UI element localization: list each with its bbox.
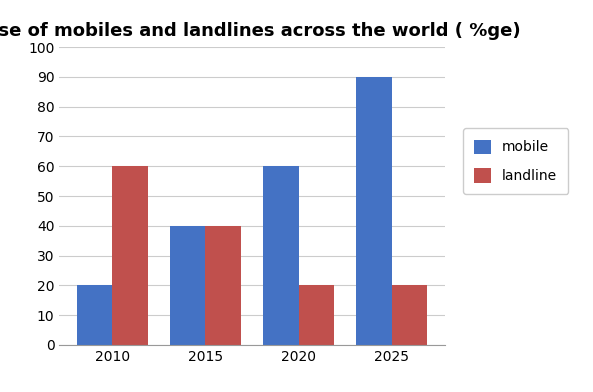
Bar bbox=[170, 226, 205, 345]
Legend: mobile, landline: mobile, landline bbox=[463, 129, 568, 194]
Bar bbox=[77, 285, 112, 345]
Bar bbox=[205, 226, 241, 345]
Bar bbox=[356, 77, 392, 345]
Title: Use of mobiles and landlines across the world ( %ge): Use of mobiles and landlines across the … bbox=[0, 22, 520, 40]
Bar bbox=[392, 285, 427, 345]
Bar bbox=[299, 285, 334, 345]
Bar bbox=[263, 166, 299, 345]
Bar bbox=[112, 166, 148, 345]
